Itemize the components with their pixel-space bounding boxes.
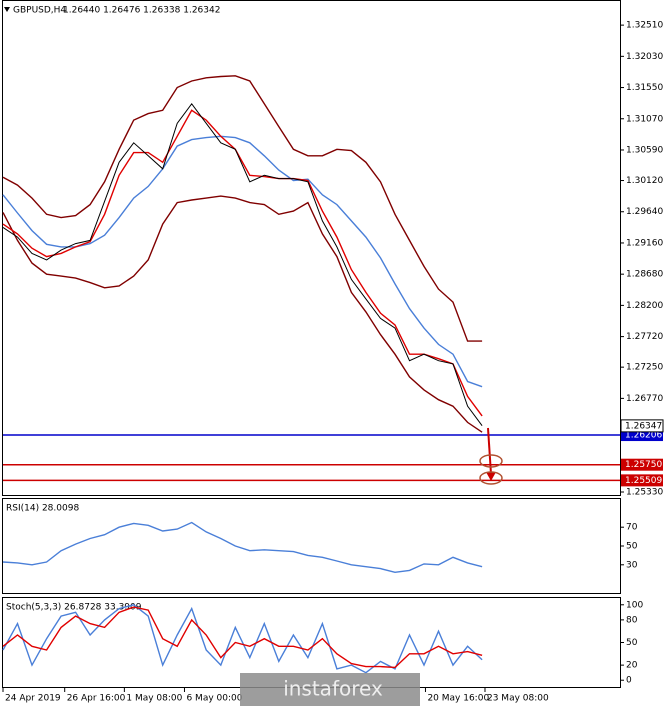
level-box: [621, 474, 663, 487]
panel-title: GBPUSD,H4: [13, 6, 66, 16]
y-tick-label: 1.26770: [626, 394, 663, 404]
y-tick-label: 1.29160: [626, 238, 663, 248]
series-line: [2, 135, 483, 388]
series-line: [2, 521, 483, 574]
y-tick-label: 50: [626, 542, 638, 552]
level-label: 1.25509: [625, 476, 662, 486]
y-tick-label: 80: [626, 615, 638, 625]
y-tick-label: 0: [626, 676, 632, 686]
target-ellipse: [479, 454, 503, 468]
x-tick-label: 1 May 08:00: [126, 694, 182, 704]
x-tick-label: 26 Apr 16:00: [67, 694, 126, 704]
watermark-box: [240, 673, 420, 706]
x-tick-label: 6 May 00:00: [186, 694, 242, 704]
watermark: instaforex: [283, 677, 383, 701]
series-line: [2, 109, 483, 417]
level-box: [621, 458, 663, 471]
price-label: 1.26347: [625, 421, 662, 431]
y-tick-label: 1.29640: [626, 207, 663, 217]
x-tick-label: 24 Apr 2019: [5, 694, 61, 704]
y-tick-label: 1.31070: [626, 114, 663, 124]
menu-triangle: [4, 7, 10, 12]
arrow-head: [486, 472, 496, 481]
series-line: [2, 75, 483, 342]
y-tick-label: 30: [626, 560, 638, 570]
marks: GBPUSD,H41.26440 1.26476 1.26338 1.26342…: [2, 6, 664, 704]
series-line: [2, 195, 483, 433]
y-tick-label: 1.27250: [626, 363, 663, 373]
panel-title: RSI(14) 28.0098: [6, 504, 79, 514]
x-tick-label: 20 May 16:00: [427, 694, 489, 704]
main-panel: [2, 0, 621, 496]
panel-subtitle: 1.26440 1.26476 1.26338 1.26342: [63, 6, 220, 16]
level-label: 1.26206: [625, 431, 662, 441]
y-tick-label: 1.32030: [626, 52, 663, 62]
annotations: [479, 427, 503, 485]
level-label: 1.25750: [625, 460, 662, 470]
y-tick-label: 1.25330: [626, 488, 663, 498]
target-ellipse: [479, 471, 503, 485]
y-tick-label: 1.30120: [626, 176, 663, 186]
series-line: [2, 606, 483, 669]
y-tick-label: 1.30590: [626, 145, 663, 155]
y-tick-label: 70: [626, 523, 638, 533]
y-tick-label: 50: [626, 638, 638, 648]
y-tick-label: 1.31550: [626, 83, 663, 93]
series-line: [2, 604, 483, 674]
y-tick-label: 1.32510: [626, 21, 663, 31]
x-tick-label: 23 May 08:00: [487, 694, 549, 704]
y-tick-label: 20: [626, 661, 638, 671]
y-tick-label: 1.27720: [626, 332, 663, 342]
price-box: [620, 419, 664, 433]
panel-title: Stoch(5,3,3) 26.8728 33.3909: [6, 603, 142, 613]
series-line: [2, 102, 483, 426]
y-tick-label: 100: [626, 600, 643, 610]
y-tick-label: 1.28200: [626, 301, 663, 311]
y-tick-label: 1.28680: [626, 270, 663, 280]
